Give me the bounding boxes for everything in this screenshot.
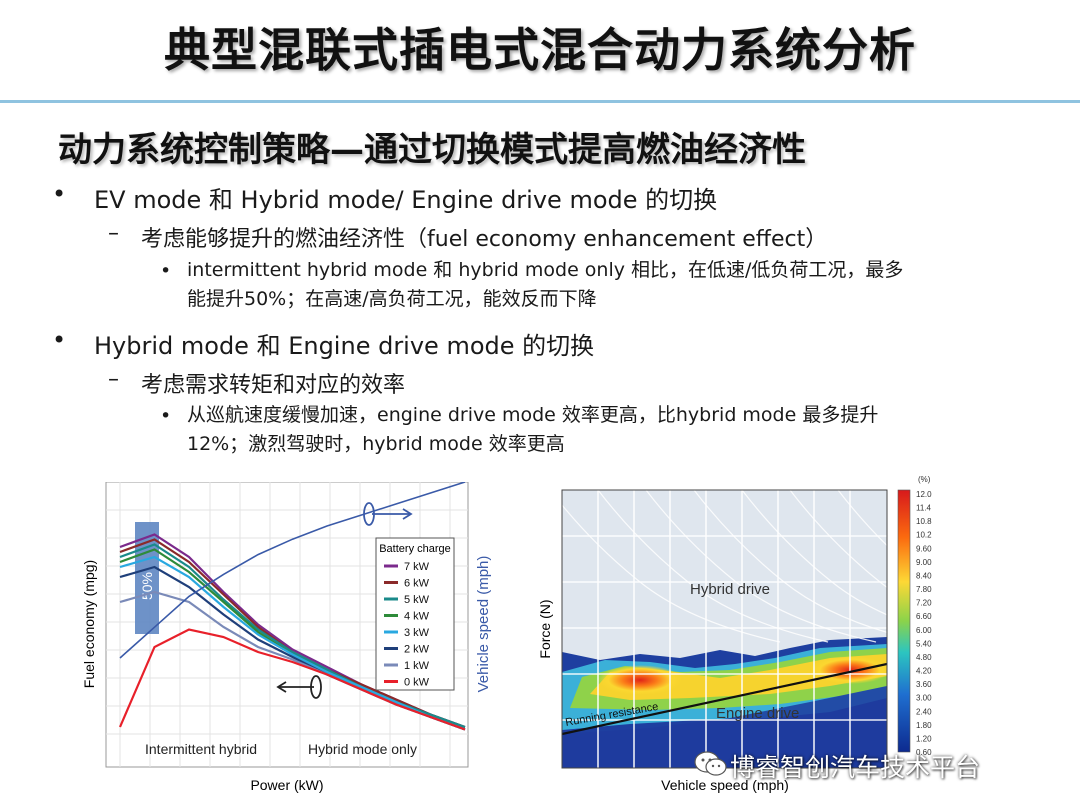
- colorbar-tick-label: 2.40: [916, 707, 932, 716]
- colorbar-tick-label: 4.20: [916, 667, 932, 676]
- region-label-intermittent: Intermittent hybrid: [145, 741, 257, 757]
- sub-sub-bullet-line1: 从巡航速度缓慢加速，engine drive mode 效率更高，比hybrid…: [187, 404, 879, 426]
- series-line-3-kw: [119, 555, 466, 731]
- colorbar-ticks: 12.0 11.4 10.8 10.2 9.60 9.00 8.40 7.80 7.20 6.60…: [916, 490, 932, 757]
- colorbar-tick-label: 1.20: [916, 734, 932, 743]
- running-resistance-line: [562, 662, 887, 736]
- series-line-0-kw: [118, 628, 466, 731]
- efficiency-heatmap: Hybrid drive Engine drive Running resist…: [537, 475, 932, 793]
- colorbar-tick-label: 6.00: [916, 626, 932, 635]
- x-axis-label: Vehicle speed (mph): [661, 777, 789, 793]
- colorbar-tick-label: 6.60: [916, 612, 932, 621]
- legend-label: 6 kW: [404, 578, 430, 590]
- sub-sub-bullet-mark: •: [160, 405, 172, 427]
- sub-sub-bullet-line2: 12%；激烈驾驶时，hybrid mode 效率更高: [187, 433, 565, 455]
- contour-line: [837, 490, 887, 547]
- legend-title: Battery charge: [379, 543, 451, 555]
- colorbar-tick-label: 3.00: [916, 694, 932, 703]
- colorbar-tick-label: 1.80: [916, 721, 932, 730]
- colorbar-tick-label: 0.60: [916, 748, 932, 757]
- sub-bullet-text: 考虑需求转矩和对应的效率: [141, 373, 406, 398]
- fuel-economy-chart: 50% Battery charge 7 kW6 kW5 kW4 kW3 kW2…: [81, 482, 492, 793]
- sub-sub-bullet-mark: •: [160, 260, 172, 282]
- legend-label: 2 kW: [404, 644, 430, 656]
- region-label-hybrid-drive: Hybrid drive: [690, 581, 770, 598]
- legend-label: 1 kW: [404, 660, 430, 672]
- speed-axis-arrow-icon: [363, 502, 413, 526]
- colorbar-tick-label: 9.60: [916, 544, 932, 553]
- colorbar-tick-label: 10.8: [916, 517, 932, 526]
- title-divider: [0, 100, 1080, 103]
- slide-subtitle: 动力系统控制策略—通过切换模式提高燃油经济性: [58, 130, 806, 170]
- y2-axis-label: Vehicle speed (mph): [475, 556, 492, 693]
- watermark-text: 博睿智创汽车技术平台: [730, 753, 981, 782]
- sub-bullet-text: 考虑能够提升的燃油经济性（fuel economy enhancement ef…: [141, 227, 828, 252]
- colorbar-tick-label: 11.4: [916, 504, 932, 513]
- colorbar-tick-label: 3.60: [916, 680, 932, 689]
- colorbar-tick-label: 7.20: [916, 599, 932, 608]
- slide-title: 典型混联式插电式混合动力系统分析: [164, 23, 916, 77]
- colorbar-tick-label: 5.40: [916, 639, 932, 648]
- dash-mark: –: [108, 367, 119, 392]
- colorbar-tick-label: 9.00: [916, 558, 932, 567]
- colorbar: [897, 489, 911, 753]
- region-label-hybrid-only: Hybrid mode only: [308, 741, 417, 757]
- dash-mark: –: [108, 221, 119, 246]
- chart-legend: Battery charge 7 kW 6 kW 5 kW 4 kW 3 kW 2 kW 1…: [375, 537, 455, 691]
- y-axis-label: Fuel economy (mpg): [81, 560, 97, 688]
- legend-label: 7 kW: [404, 561, 430, 573]
- series-lines: [118, 533, 466, 731]
- y-axis-label: Force (N): [537, 599, 553, 658]
- colorbar-tick-label: 7.80: [916, 585, 932, 594]
- bullet-text: EV mode 和 Hybrid mode/ Engine drive mode…: [94, 186, 718, 214]
- economy-axis-arrow-icon: [276, 675, 322, 699]
- x-axis-label: Power (kW): [250, 777, 323, 793]
- sub-sub-bullet-line2: 能提升50%；在高速/高负荷工况，能效反而下降: [187, 288, 597, 310]
- colorbar-tick-label: 8.40: [916, 571, 932, 580]
- legend-label: 3 kW: [404, 627, 430, 639]
- colorbar-unit: (%): [918, 475, 931, 484]
- colorbar-tick-label: 10.2: [916, 531, 932, 540]
- region-label-engine-drive: Engine drive: [716, 705, 799, 722]
- colorbar-tick-label: 4.80: [916, 653, 932, 662]
- legend-label: 4 kW: [404, 611, 430, 623]
- bullet-text: Hybrid mode 和 Engine drive mode 的切换: [94, 332, 595, 360]
- bullet-mark: •: [52, 180, 67, 208]
- colorbar-tick-label: 12.0: [916, 490, 932, 499]
- wechat-icon: [694, 751, 727, 776]
- bullet-mark: •: [52, 326, 67, 354]
- sub-sub-bullet-line1: intermittent hybrid mode 和 hybrid mode o…: [187, 259, 904, 281]
- vehicle-speed-curve: [119, 482, 466, 659]
- heatmap-fill: [562, 490, 887, 768]
- legend-label: 0 kW: [404, 677, 430, 689]
- legend-label: 5 kW: [404, 594, 430, 606]
